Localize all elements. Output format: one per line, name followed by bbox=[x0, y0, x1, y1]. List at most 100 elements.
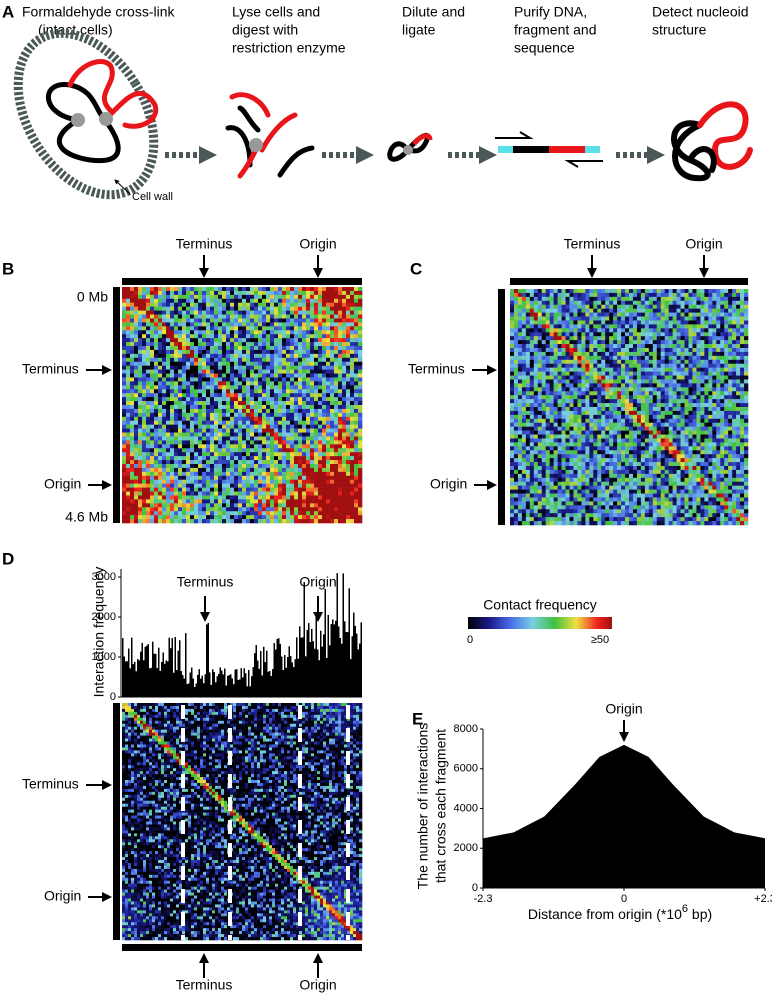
heatmap-cell bbox=[350, 299, 354, 303]
heatmap-cell bbox=[230, 291, 234, 295]
heatmap-cell bbox=[712, 305, 716, 309]
heatmap-cell bbox=[242, 409, 246, 413]
heatmap-cell bbox=[542, 368, 546, 372]
heatmap-cell bbox=[170, 464, 174, 468]
heatmap-cell bbox=[282, 346, 286, 350]
heatmap-cell bbox=[262, 385, 266, 389]
heatmap-cell bbox=[736, 301, 740, 305]
heatmap-cell bbox=[234, 334, 238, 338]
heatmap-cell bbox=[562, 368, 566, 372]
heatmap-cell bbox=[278, 503, 282, 507]
heatmap-cell bbox=[266, 389, 270, 393]
heatmap-cell bbox=[138, 330, 142, 334]
heatmap-cell bbox=[206, 291, 210, 295]
heatmap-cell bbox=[190, 291, 194, 295]
heatmap-cell bbox=[589, 297, 593, 301]
heatmap-cell bbox=[330, 444, 334, 448]
heatmap-cell bbox=[130, 503, 134, 507]
heatmap-cell bbox=[262, 429, 266, 433]
heatmap-cell bbox=[330, 421, 334, 425]
heatmap-cell bbox=[716, 340, 720, 344]
heatmap-cell bbox=[326, 448, 330, 452]
heatmap-cell bbox=[338, 484, 342, 488]
heatmap-cell bbox=[310, 322, 314, 326]
heatmap-cell bbox=[306, 350, 310, 354]
heatmap-cell bbox=[238, 499, 242, 503]
heatmap-cell bbox=[570, 336, 574, 340]
heatmap-cell bbox=[146, 334, 150, 338]
heatmap-cell bbox=[720, 360, 724, 364]
heatmap-cell bbox=[146, 405, 150, 409]
heatmap-cell bbox=[334, 307, 338, 311]
heatmap-cell bbox=[126, 417, 130, 421]
heatmap-cell bbox=[142, 472, 146, 476]
heatmap-cell bbox=[126, 346, 130, 350]
heatmap-cell bbox=[673, 309, 677, 313]
heatmap-cell bbox=[554, 336, 558, 340]
heatmap-cell bbox=[210, 429, 214, 433]
heatmap-cell bbox=[601, 301, 605, 305]
heatmap-cell bbox=[350, 322, 354, 326]
heatmap-cell bbox=[585, 364, 589, 368]
heatmap-cell bbox=[126, 307, 130, 311]
heatmap-cell bbox=[740, 368, 744, 372]
heatmap-cell bbox=[170, 385, 174, 389]
heatmap-cell bbox=[250, 370, 254, 374]
heatmap-cell bbox=[174, 456, 178, 460]
heatmap-cell bbox=[166, 515, 170, 519]
heatmap-cell bbox=[518, 356, 522, 360]
heatmap-cell bbox=[190, 377, 194, 381]
heatmap-cell bbox=[162, 346, 166, 350]
heatmap-cell bbox=[330, 405, 334, 409]
heatmap-cell bbox=[522, 344, 526, 348]
heatmap-cell bbox=[696, 360, 700, 364]
heatmap-cell bbox=[346, 330, 350, 334]
heatmap-cell bbox=[130, 417, 134, 421]
heatmap-cell bbox=[665, 328, 669, 332]
heatmap-cell bbox=[122, 295, 126, 299]
heatmap-cell bbox=[286, 448, 290, 452]
heatmap-cell bbox=[290, 519, 294, 523]
heatmap-cell bbox=[150, 452, 154, 456]
heatmap-cell bbox=[689, 305, 693, 309]
heatmap-cell bbox=[673, 324, 677, 328]
heatmap-cell bbox=[514, 297, 518, 301]
heatmap-cell bbox=[350, 484, 354, 488]
heatmap-cell bbox=[162, 436, 166, 440]
heatmap-cell bbox=[230, 362, 234, 366]
heatmap-cell bbox=[354, 307, 358, 311]
heatmap-cell bbox=[138, 397, 142, 401]
heatmap-cell bbox=[732, 317, 736, 321]
heatmap-cell bbox=[530, 297, 534, 301]
heatmap-cell bbox=[522, 301, 526, 305]
heatmap-cell bbox=[542, 336, 546, 340]
heatmap-cell bbox=[354, 338, 358, 342]
heatmap-cell bbox=[298, 385, 302, 389]
heatmap-cell bbox=[649, 309, 653, 313]
heatmap-cell bbox=[246, 417, 250, 421]
heatmap-cell bbox=[142, 436, 146, 440]
heatmap-cell bbox=[230, 511, 234, 515]
heatmap-cell bbox=[218, 488, 222, 492]
heatmap-cell bbox=[246, 519, 250, 523]
heatmap-cell bbox=[354, 421, 358, 425]
heatmap-cell bbox=[689, 328, 693, 332]
heatmap-cell bbox=[350, 440, 354, 444]
heatmap-cell bbox=[538, 328, 542, 332]
heatmap-cell bbox=[326, 503, 330, 507]
heatmap-cell bbox=[162, 468, 166, 472]
heatmap-cell bbox=[342, 287, 346, 291]
heatmap-cell bbox=[692, 336, 696, 340]
heatmap-cell bbox=[692, 301, 696, 305]
heatmap-cell bbox=[306, 318, 310, 322]
heatmap-cell bbox=[162, 511, 166, 515]
heatmap-cell bbox=[250, 511, 254, 515]
heatmap-cell bbox=[566, 313, 570, 317]
heatmap-cell bbox=[657, 301, 661, 305]
heatmap-cell bbox=[550, 344, 554, 348]
heatmap-cell bbox=[677, 317, 681, 321]
heatmap-cell bbox=[234, 511, 238, 515]
axis-bar bbox=[113, 287, 120, 523]
heatmap-cell bbox=[262, 322, 266, 326]
heatmap-cell bbox=[154, 417, 158, 421]
